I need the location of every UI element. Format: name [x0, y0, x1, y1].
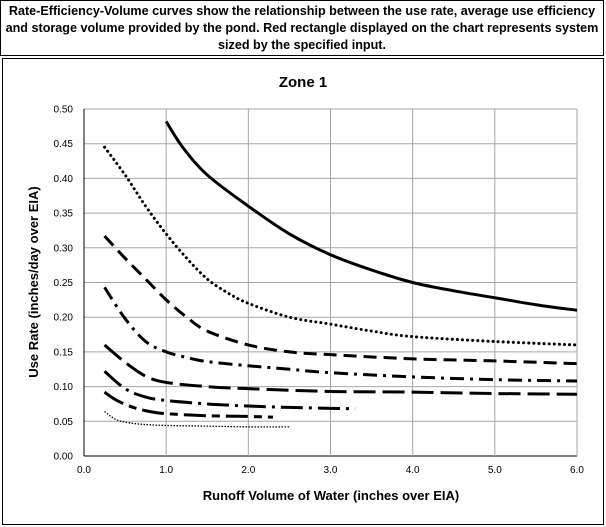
y-tick-label: 0.25	[54, 278, 74, 289]
x-tick-label: 0.0	[77, 465, 91, 476]
x-tick-label: 1.0	[159, 465, 173, 476]
y-tick-label: 0.05	[54, 417, 74, 428]
x-tick-label: 3.0	[324, 465, 338, 476]
chart-area	[2, 58, 604, 525]
x-tick-label: 5.0	[488, 465, 502, 476]
x-tick-label: 6.0	[570, 465, 584, 476]
y-tick-label: 0.00	[54, 452, 74, 463]
series-line-8	[104, 411, 290, 428]
y-tick-label: 0.15	[54, 347, 74, 358]
series-line-6	[103, 370, 356, 411]
x-tick-label: 4.0	[406, 465, 420, 476]
series-line-4	[103, 286, 578, 383]
y-tick-label: 0.40	[54, 174, 74, 185]
series-line-7	[103, 390, 274, 419]
series-line-5	[103, 343, 578, 396]
y-tick-label: 0.10	[54, 382, 74, 393]
series-lines	[103, 120, 579, 428]
y-tick-label: 0.50	[54, 105, 74, 116]
chart-caption: Rate-Efficiency-Volume curves show the r…	[0, 0, 604, 56]
tick-labels: 0.00 0.05 0.10 0.15 0.20 0.25 0.30 0.35 0.40 0.45…	[54, 105, 585, 477]
x-tick-label: 2.0	[241, 465, 255, 476]
gridlines	[83, 108, 578, 457]
y-tick-label: 0.45	[54, 139, 74, 150]
y-tick-label: 0.20	[54, 313, 74, 324]
series-line-1	[164, 120, 578, 312]
series-line-2	[103, 145, 579, 347]
y-axis-title: Use Rate (inches/day over EIA)	[26, 186, 41, 377]
y-tick-label: 0.35	[54, 209, 74, 220]
chart-title: Zone 1	[279, 74, 327, 91]
x-axis-title: Runoff Volume of Water (inches over EIA)	[203, 488, 459, 503]
y-tick-label: 0.30	[54, 243, 74, 254]
